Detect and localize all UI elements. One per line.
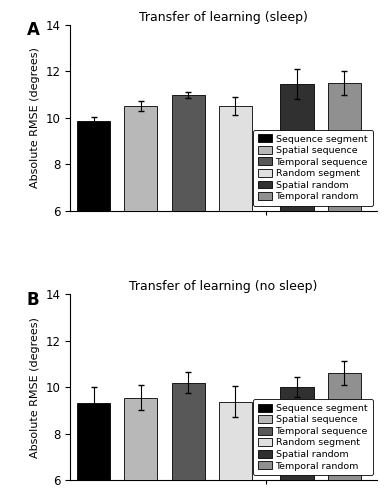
Bar	[77, 404, 110, 480]
Legend: Sequence segment, Spatial sequence, Temporal sequence, Random segment, Spatial r: Sequence segment, Spatial sequence, Temp…	[253, 130, 373, 206]
Bar	[172, 94, 205, 210]
Bar	[124, 106, 158, 210]
Title: Transfer of learning (no sleep): Transfer of learning (no sleep)	[130, 280, 318, 293]
Bar	[77, 122, 110, 210]
Bar	[124, 398, 158, 480]
Bar	[172, 382, 205, 480]
Bar	[280, 387, 314, 480]
Legend: Sequence segment, Spatial sequence, Temporal sequence, Random segment, Spatial r: Sequence segment, Spatial sequence, Temp…	[253, 399, 373, 475]
Text: B: B	[27, 290, 40, 308]
Text: A: A	[27, 22, 40, 40]
Y-axis label: Absolute RMSE (degrees): Absolute RMSE (degrees)	[30, 48, 40, 188]
Bar	[280, 84, 314, 210]
Bar	[328, 373, 361, 480]
Bar	[328, 83, 361, 210]
Y-axis label: Absolute RMSE (degrees): Absolute RMSE (degrees)	[30, 316, 40, 458]
Bar	[219, 106, 252, 210]
Title: Transfer of learning (sleep): Transfer of learning (sleep)	[139, 11, 308, 24]
Bar	[219, 402, 252, 480]
